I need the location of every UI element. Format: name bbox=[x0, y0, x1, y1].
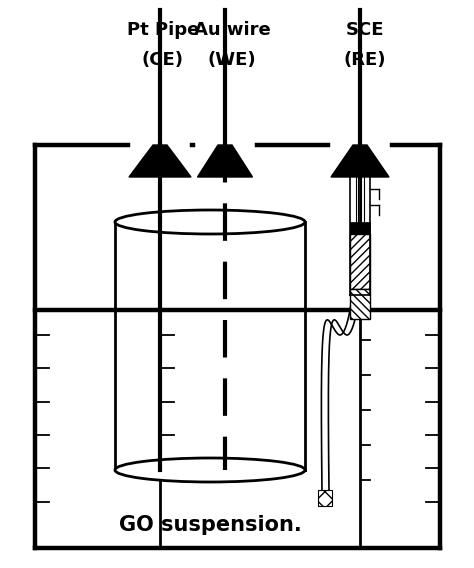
Text: SCE: SCE bbox=[346, 21, 384, 39]
Text: (RE): (RE) bbox=[344, 51, 386, 69]
Ellipse shape bbox=[115, 210, 305, 234]
Text: (WE): (WE) bbox=[208, 51, 256, 69]
Polygon shape bbox=[331, 145, 389, 177]
Bar bbox=[350, 289, 370, 319]
Polygon shape bbox=[129, 145, 191, 177]
Bar bbox=[318, 490, 332, 506]
Bar bbox=[350, 234, 370, 289]
Text: Au wire: Au wire bbox=[193, 21, 270, 39]
Text: GO suspension.: GO suspension. bbox=[118, 515, 301, 535]
Bar bbox=[350, 222, 370, 234]
Text: (CE): (CE) bbox=[142, 51, 184, 69]
Ellipse shape bbox=[115, 458, 305, 482]
Text: Pt Pipe: Pt Pipe bbox=[127, 21, 199, 39]
Polygon shape bbox=[198, 145, 253, 177]
